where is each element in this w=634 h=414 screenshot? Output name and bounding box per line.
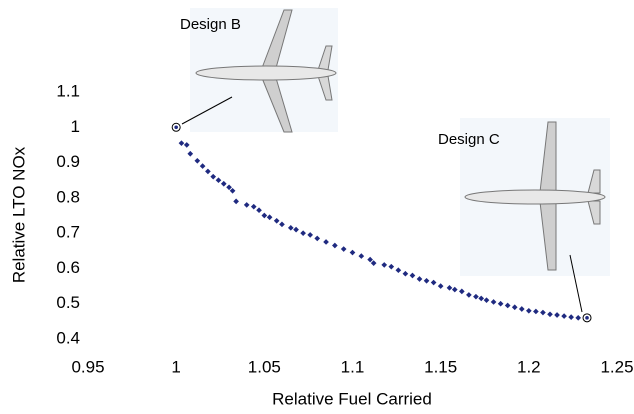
point bbox=[483, 297, 490, 304]
point bbox=[293, 226, 299, 233]
x-tick-label: 1.1 bbox=[341, 357, 365, 376]
point bbox=[540, 309, 546, 316]
point bbox=[273, 217, 280, 224]
y-tick-label: 0.7 bbox=[56, 223, 80, 242]
point bbox=[323, 239, 329, 245]
point bbox=[458, 288, 465, 295]
x-tick-label: 1.25 bbox=[600, 357, 633, 376]
point bbox=[279, 221, 285, 228]
design-point-core bbox=[174, 125, 178, 130]
point bbox=[402, 270, 409, 277]
point bbox=[446, 285, 453, 291]
x-tick-label: 1 bbox=[171, 357, 180, 376]
design-point-core bbox=[585, 316, 589, 320]
point bbox=[300, 230, 306, 236]
y-tick-label: 0.6 bbox=[56, 258, 80, 277]
point bbox=[430, 279, 437, 286]
point bbox=[187, 150, 194, 157]
x-tick-label: 0.95 bbox=[71, 357, 104, 376]
y-tick-label: 0.9 bbox=[56, 152, 80, 171]
y-tick-label: 0.8 bbox=[56, 187, 80, 206]
point bbox=[261, 212, 268, 219]
annotation: Design B bbox=[180, 16, 241, 33]
point bbox=[205, 168, 211, 175]
y-tick-label: 1 bbox=[71, 117, 80, 136]
point bbox=[314, 235, 321, 242]
point bbox=[199, 163, 206, 169]
plane-b bbox=[190, 8, 338, 133]
point bbox=[215, 177, 222, 184]
point bbox=[243, 202, 250, 208]
point bbox=[388, 263, 395, 270]
point bbox=[256, 207, 262, 214]
x-tick-label: 1.05 bbox=[248, 357, 281, 376]
point bbox=[349, 249, 356, 256]
point bbox=[340, 246, 347, 252]
point bbox=[194, 157, 201, 164]
y-tick-label: 1.1 bbox=[56, 81, 80, 100]
point bbox=[210, 173, 217, 180]
arrow bbox=[569, 254, 583, 313]
point bbox=[533, 308, 539, 315]
point bbox=[511, 304, 518, 311]
point bbox=[370, 260, 377, 266]
point bbox=[183, 142, 190, 148]
point bbox=[497, 300, 504, 307]
point bbox=[575, 315, 582, 321]
point bbox=[307, 232, 314, 238]
point bbox=[473, 293, 479, 300]
plane-c bbox=[460, 118, 610, 276]
point bbox=[526, 307, 532, 314]
point bbox=[332, 242, 338, 249]
point bbox=[250, 203, 257, 210]
y-tick-label: 0.5 bbox=[56, 293, 80, 312]
point bbox=[561, 313, 567, 319]
point bbox=[518, 306, 525, 312]
annotation: Design C bbox=[438, 131, 500, 148]
point bbox=[381, 262, 388, 268]
point bbox=[395, 267, 402, 274]
point bbox=[437, 283, 444, 289]
point bbox=[220, 180, 227, 187]
point bbox=[409, 272, 416, 279]
x-tick-label: 1.15 bbox=[424, 357, 457, 376]
point bbox=[229, 187, 236, 194]
arrow bbox=[181, 96, 233, 125]
point bbox=[490, 299, 497, 305]
y-tick-label: 0.4 bbox=[56, 328, 80, 347]
point bbox=[226, 184, 232, 191]
y-axis-title: Relative LTO NOx bbox=[9, 146, 28, 283]
point bbox=[547, 311, 553, 318]
x-axis-title: Relative Fuel Carried bbox=[272, 389, 432, 408]
point bbox=[423, 277, 430, 284]
point bbox=[358, 253, 365, 259]
point bbox=[504, 302, 511, 309]
point bbox=[568, 314, 574, 320]
x-tick-label: 1.2 bbox=[517, 357, 541, 376]
point bbox=[466, 292, 472, 298]
point bbox=[266, 214, 273, 221]
point bbox=[367, 256, 373, 263]
point bbox=[233, 198, 239, 205]
point bbox=[287, 225, 294, 231]
point bbox=[178, 140, 185, 146]
point bbox=[416, 276, 423, 282]
point bbox=[554, 312, 560, 318]
point bbox=[451, 286, 458, 293]
point bbox=[478, 295, 485, 302]
